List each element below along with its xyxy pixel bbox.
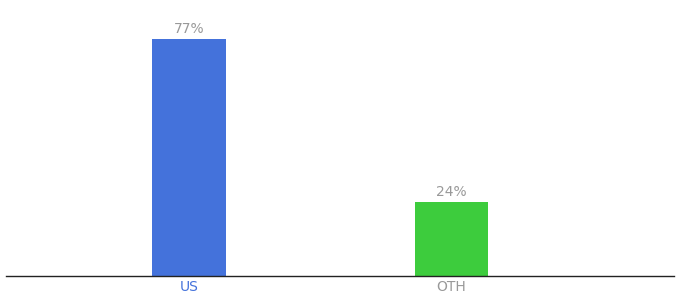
Bar bbox=[152, 39, 226, 276]
Bar bbox=[415, 202, 488, 276]
Text: 77%: 77% bbox=[174, 22, 205, 36]
Text: 24%: 24% bbox=[436, 185, 466, 199]
